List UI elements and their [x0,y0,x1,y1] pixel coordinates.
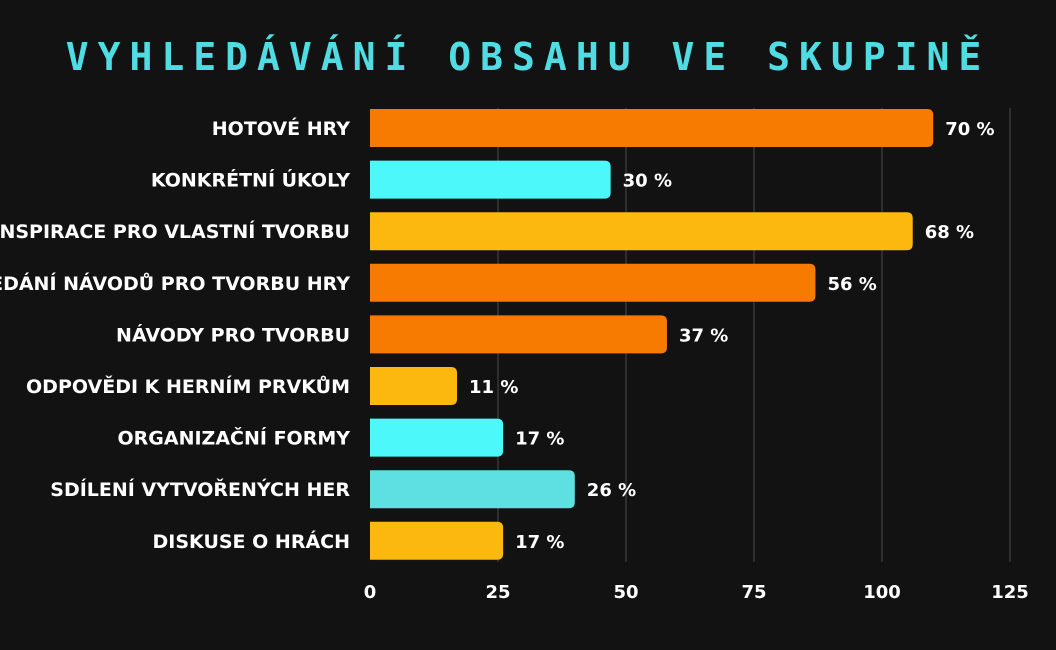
category-label: INSPIRACE PRO VLASTNÍ TVORBU [0,220,350,243]
x-tick-label: 75 [741,582,766,603]
category-label: DISKUSE O HRÁCH [153,530,350,553]
value-label: 17 % [515,532,564,553]
category-label: NÁVODY PRO TVORBU [116,323,350,346]
value-label: 17 % [515,429,564,450]
bar [370,109,934,147]
value-label: 56 % [827,274,876,295]
bar [370,521,504,560]
bar [370,160,611,199]
category-label: ORGANIZAČNÍ FORMY [118,426,351,450]
bar [370,212,913,251]
bar [370,263,816,302]
x-axis-ticks: 0 25 50 75 100 125 [364,582,1029,603]
category-label: KONKRÉTNÍ ÚKOLY [151,168,350,192]
x-tick-label: 0 [364,582,377,603]
x-tick-label: 100 [863,582,901,603]
category-label: HOTOVÉ HRY [212,117,350,140]
value-label: 26 % [587,480,636,501]
value-labels: 70 % 30 % 68 % 56 % 37 % 11 % 17 % 26 % 17 % [469,119,995,553]
x-tick-label: 25 [485,582,510,603]
value-label: 68 % [925,222,974,243]
category-labels: HOTOVÉ HRY KONKRÉTNÍ ÚKOLY INSPIRACE PRO V… [0,117,350,553]
bar [370,367,458,405]
category-label: SDÍLENÍ VYTVOŘENÝCH HER [50,477,350,501]
category-label: HLEDÁNÍ NÁVODŮ PRO TVORBU HRY [0,271,350,295]
value-label: 30 % [623,171,672,192]
value-label: 70 % [945,119,994,140]
bar [370,418,504,457]
x-tick-label: 50 [613,582,638,603]
bar [370,315,667,354]
chart-title: VYHLEDÁVÁNÍ OBSAHU VE SKUPINĚ [66,35,990,79]
category-label: ODPOVĚDI K HERNÍM PRVKŮM [26,374,350,398]
bar [370,470,575,509]
x-tick-label: 125 [991,582,1029,603]
bars [370,109,934,560]
value-label: 37 % [679,325,728,346]
value-label: 11 % [469,377,518,398]
